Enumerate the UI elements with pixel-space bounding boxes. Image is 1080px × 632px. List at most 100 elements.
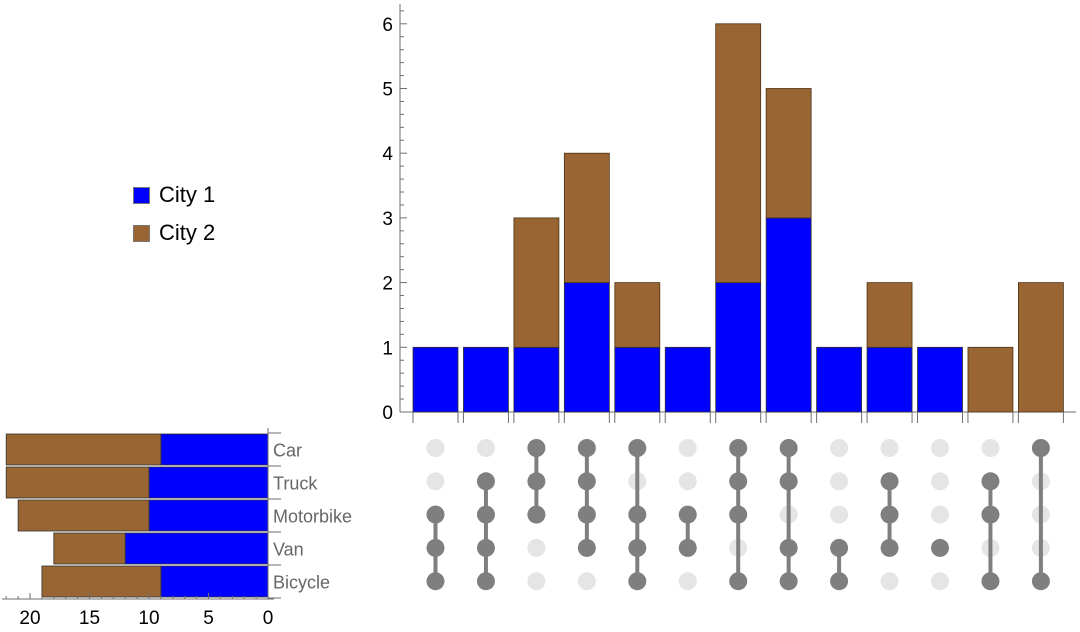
dot-active [830,572,849,591]
dot-active [779,538,798,557]
dot-inactive [880,572,899,591]
dot-inactive [527,572,546,591]
dot-inactive [678,472,697,491]
dot-active [426,538,445,557]
set-bar-city2 [41,565,162,598]
dot-active [729,472,748,491]
dot-inactive [678,572,697,591]
dot-active [527,472,546,491]
bar-city1 [513,346,560,413]
set-bar-city1 [148,466,269,499]
dot-inactive [931,505,949,524]
legend-swatch-city1 [133,186,150,204]
set-label: Bicycle [273,573,330,593]
dot-active [577,505,596,524]
legend-swatch-city2 [133,224,150,242]
dot-inactive [830,439,849,457]
bar-city2 [967,346,1014,413]
bar-city1 [614,346,661,413]
dot-active [981,505,1000,524]
bar-city1 [463,346,509,413]
dot-active [880,538,899,557]
dot-active [426,505,445,524]
set-bar-city2 [5,466,150,499]
dot-active [476,572,495,591]
dot-inactive [426,472,445,491]
dot-active [1031,439,1050,457]
bar-city2 [614,282,661,348]
dot-inactive [931,439,949,457]
dot-active [678,538,697,557]
dot-active [628,572,647,591]
dot-active [1031,572,1050,591]
bar-city1 [715,282,762,413]
y-tick-label: 0 [382,403,393,424]
bar-city2 [1018,282,1064,413]
dot-active [628,505,647,524]
set-bar-city1 [148,499,269,532]
dot-inactive [678,439,697,457]
dot-inactive [880,439,899,457]
dot-inactive [931,472,949,491]
set-x-tick-label: 0 [263,608,274,629]
set-bar-city1 [160,433,269,466]
bar-city2 [715,23,762,283]
dot-active [779,572,798,591]
dot-active [729,439,748,457]
dot-active [476,538,495,557]
dot-active [729,505,748,524]
set-label: Motorbike [273,507,352,527]
dot-active [678,505,697,524]
bar-city1 [664,346,711,413]
set-x-tick-label: 10 [138,608,159,629]
set-bar-city1 [124,532,269,565]
set-label: Car [273,441,302,461]
bar-city2 [866,282,913,348]
dot-active [527,439,546,457]
set-size-bar-chart: Car Truck Motorbike Van Bicycle 20 15 10 5 0 [2,428,352,629]
dot-active [577,472,596,491]
y-tick-label: 4 [382,144,393,165]
set-label: Truck [273,474,318,494]
dot-inactive [830,505,849,524]
dot-inactive [527,538,546,557]
y-tick-label: 6 [382,15,393,36]
dot-active [880,472,899,491]
set-bar-city2 [17,499,150,532]
dot-active [628,538,647,557]
dot-inactive [931,572,949,591]
dot-active [577,538,596,557]
legend-item-city1: City 1 [133,176,215,214]
dot-inactive [830,472,849,491]
dot-active [476,472,495,491]
bar-city1 [816,346,862,413]
dot-active [527,505,546,524]
dot-active [779,472,798,491]
legend: City 1 City 2 [133,176,215,252]
set-bar-city1 [160,565,269,598]
legend-label: City 1 [159,182,216,207]
y-tick-label: 5 [382,80,393,101]
legend-item-city2: City 2 [133,214,215,252]
set-x-tick-label: 20 [19,608,40,629]
y-tick-label: 3 [382,209,393,230]
set-x-tick-label: 15 [79,608,100,629]
bar-city1 [917,346,963,413]
dot-inactive [476,439,495,457]
bar-city1 [765,217,812,413]
dot-active [476,505,495,524]
set-label: Van [273,540,304,560]
bar-city1 [412,346,459,413]
dot-active [729,572,748,591]
dot-active [577,439,596,457]
legend-label: City 2 [159,220,216,245]
dot-inactive [426,439,445,457]
bar-city2 [765,88,812,219]
dot-active [880,505,899,524]
bar-city1 [563,282,610,413]
dot-inactive [981,439,1000,457]
dot-active [830,538,849,557]
bar-city1 [866,346,913,413]
y-tick-label: 1 [382,338,393,359]
